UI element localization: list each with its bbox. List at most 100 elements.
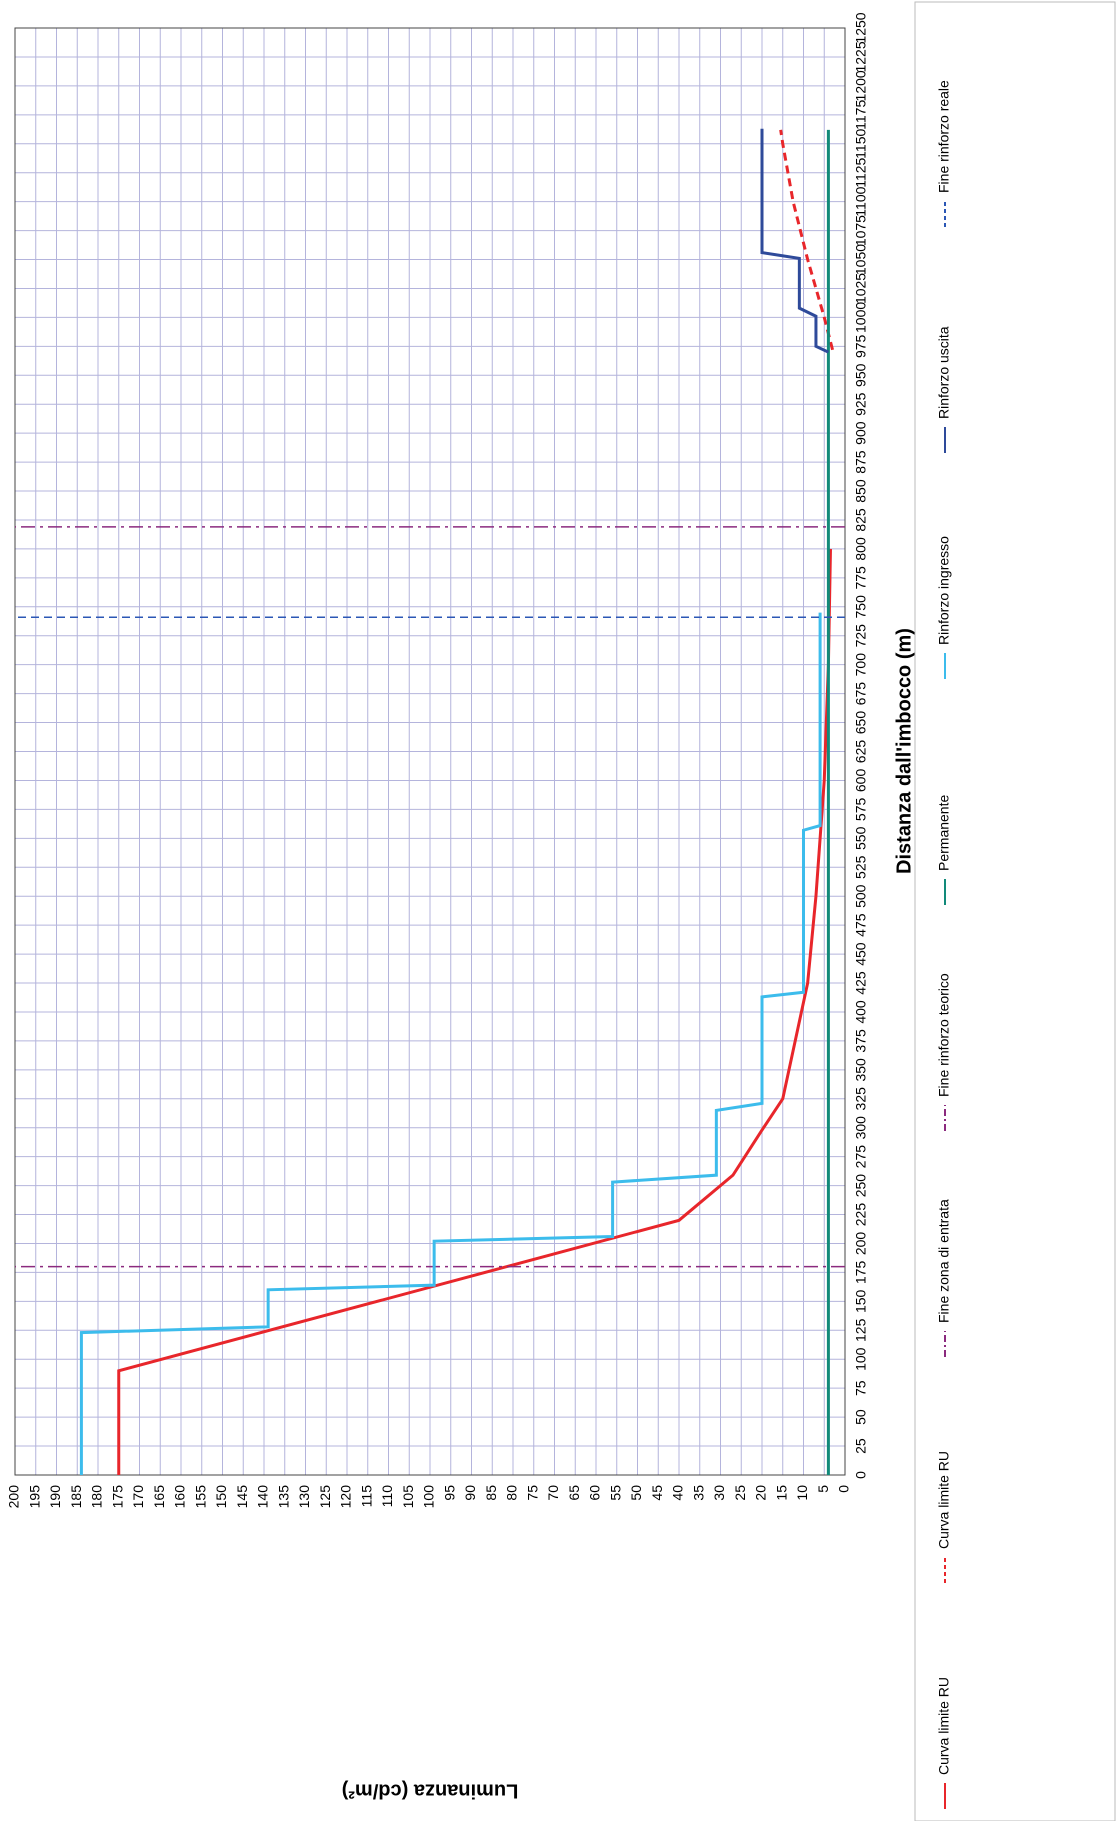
y-tick-label: 160: [172, 1485, 188, 1509]
legend-label: Fine rinforzo teorico: [936, 973, 952, 1097]
y-tick-label: 135: [275, 1485, 291, 1509]
y-axis-title: Luminanza (cd/m²): [342, 1780, 519, 1802]
x-tick-label: 600: [853, 769, 869, 793]
y-tick-label: 115: [358, 1485, 374, 1508]
series-line: [117, 548, 832, 1475]
y-tick-label: 125: [317, 1485, 333, 1509]
y-tick-label: 10: [794, 1485, 810, 1501]
y-tick-label: 195: [26, 1485, 42, 1509]
y-tick-label: 35: [690, 1485, 706, 1501]
y-tick-label: 5: [815, 1485, 831, 1493]
x-tick-label: 700: [853, 653, 869, 677]
legend-label: Curva limite RU: [936, 1677, 952, 1775]
y-tick-label: 60: [587, 1485, 603, 1501]
y-tick-label: 130: [296, 1485, 312, 1509]
legend-label: Curva limite RU: [936, 1451, 952, 1549]
y-tick-label: 185: [68, 1485, 84, 1509]
x-tick-label: 200: [853, 1232, 869, 1256]
x-tick-label: 1250: [853, 12, 869, 43]
x-tick-label: 975: [853, 334, 869, 358]
x-tick-label: 1000: [853, 302, 869, 333]
x-tick-label: 275: [853, 1145, 869, 1169]
x-tick-label: 1100: [853, 186, 869, 216]
legend-box: [914, 1, 1116, 1821]
x-tick-label: 250: [853, 1174, 869, 1198]
x-tick-label: 625: [853, 740, 869, 764]
y-tick-label: 165: [151, 1485, 167, 1509]
series-line: [760, 128, 830, 354]
x-tick-label: 675: [853, 682, 869, 706]
y-tick-label: 15: [773, 1485, 789, 1501]
x-tick-label: 1025: [853, 273, 869, 304]
legend-label: Fine zona di entrata: [936, 1199, 952, 1323]
x-tick-label: 575: [853, 797, 869, 821]
y-tick-label: 175: [109, 1485, 125, 1509]
y-tick-label: 100: [421, 1485, 437, 1509]
x-tick-label: 225: [853, 1203, 869, 1227]
y-tick-label: 140: [255, 1485, 271, 1509]
x-tick-label: 300: [853, 1116, 869, 1140]
x-tick-label: 325: [853, 1087, 869, 1111]
series-line: [79, 612, 822, 1475]
x-tick-label: 175: [853, 1261, 869, 1285]
x-tick-label: 825: [853, 508, 869, 532]
y-tick-label: 25: [732, 1485, 748, 1501]
x-tick-label: 725: [853, 624, 869, 648]
x-tick-label: 375: [853, 1029, 869, 1053]
legend-label: Rinforzo ingresso: [936, 536, 952, 645]
y-tick-label: 50: [628, 1485, 644, 1501]
chart-body: Distanza dall'imbocco (m) Luminanza (cd/…: [6, 1, 1116, 1821]
y-tick-label: 150: [213, 1485, 229, 1509]
y-tick-label: 105: [400, 1485, 416, 1509]
y-tick-label: 80: [504, 1485, 520, 1501]
y-tick-label: 20: [753, 1485, 769, 1501]
x-tick-label: 100: [853, 1347, 869, 1371]
y-tick-label: 155: [192, 1485, 208, 1509]
x-tick-label: 775: [853, 566, 869, 590]
x-tick-label: 425: [853, 971, 869, 995]
x-tick-label: 150: [853, 1289, 869, 1313]
y-tick-label: 145: [234, 1485, 250, 1509]
y-tick-label: 45: [649, 1485, 665, 1501]
x-tick-label: 125: [853, 1318, 869, 1342]
y-tick-label: 65: [566, 1485, 582, 1501]
y-tick-label: 190: [47, 1485, 63, 1509]
x-tick-label: 950: [853, 363, 869, 387]
y-tick-label: 120: [338, 1485, 354, 1509]
x-tick-label: 750: [853, 595, 869, 619]
y-tick-label: 30: [711, 1485, 727, 1501]
x-tick-label: 1175: [853, 100, 869, 130]
y-tick-label: 170: [130, 1485, 146, 1509]
x-tick-label: 650: [853, 711, 869, 735]
x-tick-label: 400: [853, 1000, 869, 1024]
y-tick-label: 90: [462, 1485, 478, 1501]
y-tick-label: 75: [524, 1485, 540, 1501]
x-tick-label: 525: [853, 855, 869, 879]
x-tick-label: 875: [853, 450, 869, 474]
x-tick-label: 550: [853, 826, 869, 850]
x-tick-label: 925: [853, 392, 869, 416]
x-tick-label: 350: [853, 1058, 869, 1082]
x-tick-label: 1200: [853, 70, 869, 101]
y-tick-label: 95: [441, 1485, 457, 1501]
x-tick-label: 25: [853, 1438, 869, 1454]
y-tick-label: 0: [836, 1485, 852, 1493]
y-tick-label: 180: [89, 1485, 105, 1509]
y-tick-label: 40: [670, 1485, 686, 1501]
series-line: [779, 129, 835, 351]
plot-frame: [14, 27, 846, 1476]
x-tick-label: 1150: [853, 128, 869, 158]
y-tick-label: 55: [607, 1485, 623, 1501]
y-tick-label: 110: [379, 1485, 395, 1508]
x-tick-label: 450: [853, 942, 869, 966]
x-tick-label: 1050: [853, 244, 869, 275]
x-tick-label: 475: [853, 913, 869, 937]
x-tick-label: 50: [853, 1409, 869, 1425]
x-tick-label: 850: [853, 479, 869, 503]
y-tick-label: 85: [483, 1485, 499, 1501]
x-axis-title: Distanza dall'imbocco (m): [893, 628, 915, 874]
x-tick-label: 75: [853, 1380, 869, 1396]
legend-label: Permanente: [936, 795, 952, 871]
x-tick-label: 900: [853, 421, 869, 445]
